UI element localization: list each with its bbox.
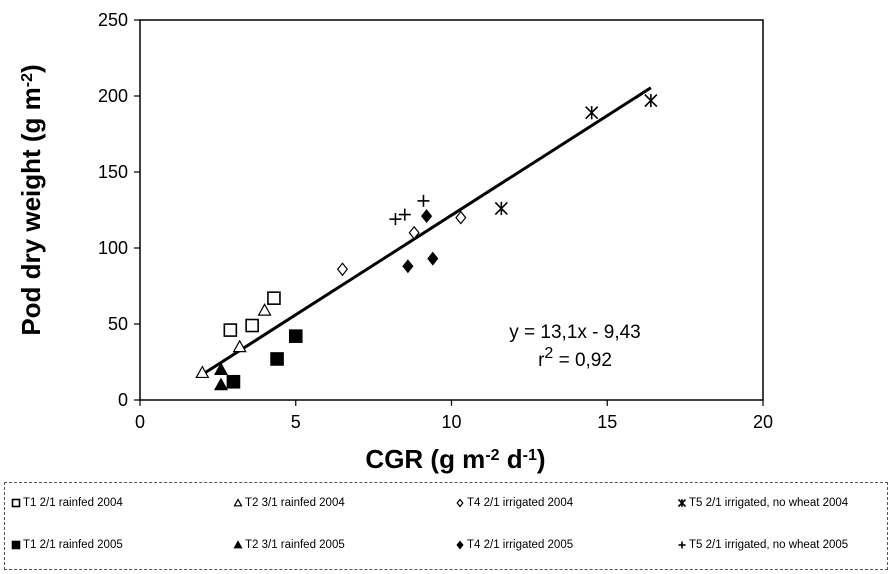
data-point-filled-square xyxy=(270,352,284,366)
legend-item: T4 2/1 irrigated 2005 xyxy=(455,539,573,551)
y-tick-label: 50 xyxy=(108,314,128,334)
legend-item: T2 3/1 rainfed 2004 xyxy=(233,497,345,509)
data-point-open-triangle xyxy=(257,303,272,316)
legend-marker xyxy=(456,498,464,508)
data-point-open-square xyxy=(223,323,238,337)
x-label-text: ) xyxy=(537,444,546,474)
r-squared-label: r2 = 0,92 xyxy=(538,345,612,372)
data-point-star xyxy=(644,93,658,108)
trendline-group xyxy=(201,86,652,376)
data-point-plus xyxy=(398,208,411,221)
x-tick-label: 15 xyxy=(597,412,617,432)
x-label-sup: -1 xyxy=(523,447,537,464)
legend-label: T4 2/1 irrigated 2005 xyxy=(467,539,574,551)
y-label-text: ) xyxy=(16,64,46,73)
x-label-sup: -2 xyxy=(485,447,499,464)
data-point-star xyxy=(494,201,508,216)
data-point-open-diamond xyxy=(455,210,467,225)
regression-equation: y = 13,1x - 9,43 xyxy=(509,322,641,343)
legend-marker-open-diamond xyxy=(456,498,464,508)
x-tick-label: 20 xyxy=(753,412,773,432)
legend-label: T2 3/1 rainfed 2005 xyxy=(245,539,345,551)
data-point-open-triangle xyxy=(195,365,210,379)
plot-frame xyxy=(139,19,764,401)
data-point-open-square xyxy=(245,318,259,333)
legend-label: T5 2/1 irrigated, no wheat 2004 xyxy=(689,497,849,509)
legend-item: T1 2/1 rainfed 2005 xyxy=(11,539,123,551)
legend-marker xyxy=(233,498,243,507)
legend-label: T4 2/1 irrigated 2004 xyxy=(467,497,574,509)
legend-label: T2 3/1 rainfed 2004 xyxy=(245,497,345,509)
data-point-open-square xyxy=(267,291,281,305)
y-axis-label: Pod dry weight (g m-2) xyxy=(16,64,46,335)
data-point-filled-diamond xyxy=(421,209,433,224)
x-label-text: CGR (g m xyxy=(365,444,485,474)
legend-marker-filled-diamond xyxy=(456,540,464,550)
legend-marker-filled-triangle xyxy=(233,540,243,549)
legend-item: T1 2/1 rainfed 2004 xyxy=(11,497,123,509)
y-tick-label: 200 xyxy=(98,86,128,106)
legend-marker-filled-square xyxy=(11,540,21,550)
y-tick-label: 0 xyxy=(118,390,128,410)
data-point-star xyxy=(585,106,599,120)
legend-marker xyxy=(456,540,464,550)
y-label-sup: -2 xyxy=(19,73,36,87)
data-point-open-diamond xyxy=(408,225,420,240)
legend-item: T2 3/1 rainfed 2005 xyxy=(233,539,345,551)
legend-label: T1 2/1 rainfed 2005 xyxy=(23,539,123,551)
legend-marker-open-triangle xyxy=(233,498,243,507)
data-point-filled-square xyxy=(288,329,303,343)
x-tick-label: 0 xyxy=(135,412,145,432)
data-points xyxy=(195,93,658,391)
y-tick-label: 150 xyxy=(98,162,128,182)
legend-marker xyxy=(11,540,21,550)
legend-marker xyxy=(677,498,687,508)
x-axis-label: CGR (g m-2 d-1) xyxy=(365,444,545,474)
data-point-filled-triangle xyxy=(213,377,229,391)
legend-item: T5 2/1 irrigated, no wheat 2005 xyxy=(677,539,848,551)
data-point-filled-diamond xyxy=(427,251,439,266)
legend-label: T1 2/1 rainfed 2004 xyxy=(23,497,123,509)
data-point-filled-square xyxy=(226,374,241,389)
r2-text: r xyxy=(538,350,545,371)
data-point-open-triangle xyxy=(232,339,247,353)
legend-marker xyxy=(11,498,21,508)
trendline xyxy=(201,86,652,376)
legend-item: T4 2/1 irrigated 2004 xyxy=(455,497,573,509)
legend-marker xyxy=(678,541,686,549)
legend-marker-open-square xyxy=(11,498,21,508)
y-tick-label: 250 xyxy=(98,10,128,30)
data-point-plus xyxy=(417,194,430,207)
data-point-plus xyxy=(389,213,402,226)
data-point-open-diamond xyxy=(336,262,349,277)
y-label-text: Pod dry weight (g m xyxy=(16,87,46,335)
legend-label: T5 2/1 irrigated, no wheat 2005 xyxy=(689,539,849,551)
y-tick-label: 100 xyxy=(98,238,128,258)
x-tick-label: 10 xyxy=(441,412,461,432)
r2-sup: 2 xyxy=(544,345,553,362)
legend-marker xyxy=(233,540,243,549)
legend: T1 2/1 rainfed 2004 T2 3/1 rainfed 2004 T4… xyxy=(4,482,888,570)
legend-marker-plus xyxy=(678,541,686,549)
x-tick-label: 5 xyxy=(291,412,301,432)
legend-marker-star xyxy=(677,498,687,508)
legend-item: T5 2/1 irrigated, no wheat 2004 xyxy=(677,497,848,509)
x-label-text: d xyxy=(500,444,523,474)
axes xyxy=(134,19,764,406)
r2-text: = 0,92 xyxy=(553,350,612,371)
data-point-filled-diamond xyxy=(402,259,414,274)
data-point-filled-triangle xyxy=(213,362,229,375)
